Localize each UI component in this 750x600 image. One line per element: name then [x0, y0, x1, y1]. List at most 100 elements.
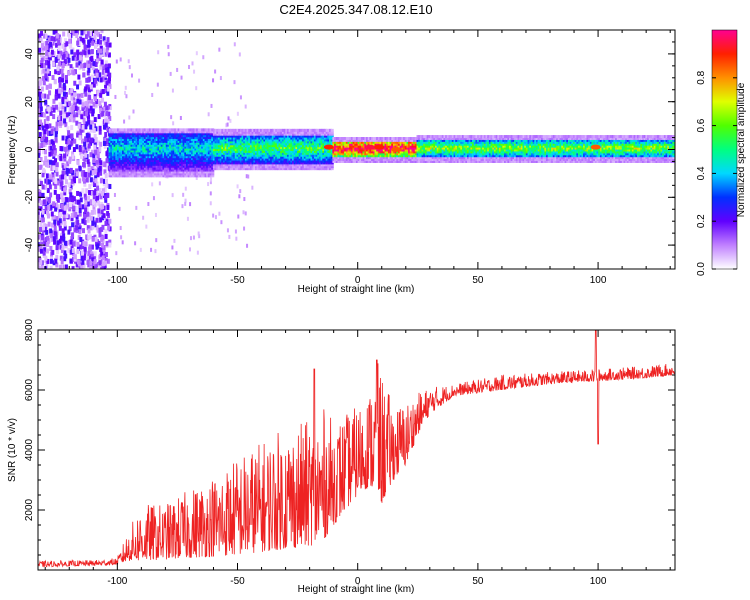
- heatmap-cell: [110, 151, 114, 155]
- heatmap-cell: [159, 128, 163, 132]
- heatmap-cell: [253, 155, 257, 159]
- heatmap-cell: [335, 150, 339, 154]
- heatmap-cell: [58, 238, 62, 244]
- heatmap-cell: [104, 220, 108, 226]
- heatmap-cell: [111, 160, 115, 164]
- heatmap-cell: [332, 140, 336, 144]
- heatmap-cell: [87, 172, 91, 178]
- heatmap-cell: [270, 134, 274, 138]
- heatmap-cell: [206, 158, 210, 162]
- heatmap-cell: [157, 134, 161, 138]
- heatmap-cell: [246, 136, 250, 140]
- heatmap-cell: [355, 144, 359, 148]
- heatmap-cell: [295, 161, 299, 165]
- heatmap-cell: [150, 149, 154, 153]
- heatmap-cell: [196, 130, 200, 134]
- heatmap-cell: [317, 151, 321, 155]
- heatmap-cell: [154, 168, 158, 172]
- heatmap-cell: [84, 136, 88, 142]
- heatmap-cell: [206, 162, 210, 166]
- heatmap-cell: [94, 178, 98, 184]
- heatmap-cell: [253, 161, 257, 165]
- heatmap-cell: [130, 130, 134, 134]
- heatmap-cell: [57, 53, 61, 59]
- heatmap-cell: [48, 139, 52, 145]
- heatmap-cell: [212, 146, 216, 150]
- heatmap-cell: [93, 251, 97, 257]
- heatmap-cell: [335, 142, 339, 146]
- heatmap-cell: [75, 214, 79, 220]
- heatmap-cell: [140, 166, 144, 170]
- heatmap-cell: [290, 163, 294, 167]
- heatmap-cell: [298, 149, 302, 153]
- heatmap-cell: [108, 239, 112, 245]
- heatmap-cell: [184, 132, 188, 136]
- heatmap-cell: [122, 130, 126, 134]
- heatmap-cell: [83, 193, 87, 199]
- heatmap-cell: [228, 132, 232, 136]
- heatmap-cell: [371, 137, 375, 141]
- heatmap-cell: [120, 145, 124, 149]
- heatmap-cell: [104, 197, 108, 203]
- heatmap-cell: [133, 145, 137, 149]
- heatmap-cell: [142, 157, 146, 161]
- heatmap-cell: [160, 143, 164, 147]
- heatmap-cell: [138, 147, 142, 151]
- heatmap-cell: [376, 140, 380, 144]
- heatmap-cell: [184, 143, 188, 147]
- heatmap-cell: [260, 132, 264, 136]
- heatmap-cell: [108, 157, 112, 161]
- heatmap-cell: [152, 147, 156, 151]
- heatmap-cell: [234, 134, 238, 138]
- heatmap-cell: [113, 130, 117, 134]
- heatmap-cell: [55, 171, 59, 177]
- heatmap-cell: [65, 112, 69, 118]
- heatmap-cell: [142, 174, 146, 178]
- heatmap-cell: [69, 202, 73, 208]
- heatmap-cell: [318, 138, 322, 142]
- heatmap-cell: [202, 151, 206, 155]
- heatmap-cell: [310, 136, 314, 140]
- heatmap-cell: [293, 140, 297, 144]
- heatmap-cell: [255, 144, 259, 148]
- heatmap-cell: [387, 142, 391, 146]
- heatmap-cell: [154, 158, 158, 162]
- heatmap-cell: [130, 164, 134, 168]
- heatmap-cell: [191, 151, 195, 155]
- heatmap-cell: [170, 141, 174, 145]
- heatmap-cell: [96, 227, 100, 233]
- heatmap-cell: [133, 151, 137, 155]
- heatmap-cell: [354, 156, 358, 160]
- heatmap-cell: [325, 148, 329, 151]
- heatmap-cell: [327, 161, 331, 165]
- heatmap-cell: [332, 146, 336, 150]
- heatmap-cell: [280, 149, 284, 153]
- heatmap-cell: [239, 167, 243, 171]
- heatmap-cell: [295, 159, 299, 163]
- heatmap-cell: [298, 130, 302, 134]
- heatmap-cell: [308, 130, 312, 134]
- heatmap-cell: [313, 153, 317, 157]
- heatmap-cell: [258, 161, 262, 165]
- heatmap-cell: [137, 137, 141, 141]
- heatmap-cell: [260, 146, 264, 150]
- heatmap-cell: [150, 145, 154, 149]
- heatmap-cell: [179, 162, 183, 166]
- heatmap-cell: [300, 161, 304, 165]
- heatmap-cell: [308, 142, 312, 146]
- heatmap-cell: [248, 163, 252, 167]
- heatmap-cell: [85, 77, 89, 83]
- heatmap-cell: [197, 145, 201, 149]
- heatmap-cell: [75, 171, 79, 177]
- heatmap-cell: [366, 152, 370, 156]
- heatmap-cell: [195, 51, 198, 56]
- heatmap-cell: [290, 149, 294, 153]
- heatmap-cell: [251, 130, 255, 134]
- heatmap-cell: [191, 147, 195, 151]
- heatmap-cell: [300, 157, 304, 161]
- heatmap-cell: [76, 259, 80, 265]
- heatmap-cell: [118, 170, 122, 174]
- heatmap-cell: [113, 174, 117, 178]
- heatmap-cell: [211, 157, 215, 161]
- heatmap-cell: [352, 148, 356, 152]
